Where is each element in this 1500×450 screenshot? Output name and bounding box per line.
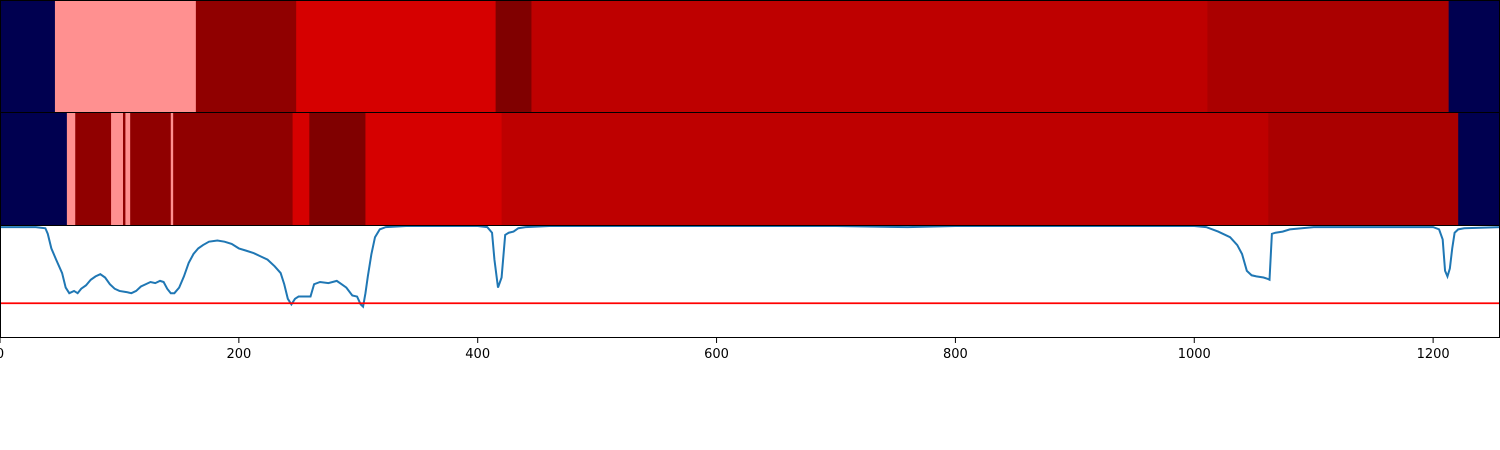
strip-2-segment-8 [173, 113, 294, 226]
x-tick-label-400: 400 [465, 347, 490, 362]
x-tick-label-800: 800 [943, 347, 968, 362]
strip-1-segment-6 [1207, 1, 1450, 113]
strip-1-segment-2 [195, 1, 297, 113]
x-tick-label-1200: 1200 [1417, 347, 1450, 362]
strip-2-segment-4 [123, 113, 126, 226]
x-tick-label-600: 600 [704, 347, 729, 362]
strip-1-segment-0 [0, 1, 56, 113]
strip-2-segment-10 [309, 113, 366, 226]
series-line [0, 225, 1500, 309]
strip-1-segment-7 [1448, 1, 1500, 113]
heat-strip-top [0, 1, 1500, 113]
strip-2-segment-6 [130, 113, 172, 226]
x-tick-label-200: 200 [226, 347, 251, 362]
line-plot-area [0, 225, 1500, 338]
strip-2-segment-13 [1268, 113, 1459, 226]
x-tick-label-0: 0 [0, 347, 4, 362]
line-plot-background [0, 226, 1500, 338]
strip-1-segment-4 [495, 1, 532, 113]
strip-1-segment-5 [531, 1, 1208, 113]
strip-2-segment-9 [292, 113, 310, 226]
x-tick-label-1000: 1000 [1178, 347, 1211, 362]
heat-strip-middle [0, 113, 1500, 226]
strip-2-segment-1 [66, 113, 76, 226]
strip-1-segment-1 [54, 1, 197, 113]
strip-2-segment-14 [1458, 113, 1500, 226]
strip-2-segment-3 [111, 113, 124, 226]
x-axis: 0 200 400 600 800 1000 1200 [0, 338, 1450, 362]
strip-2-segment-7 [170, 113, 174, 226]
strip-2-segment-0 [0, 113, 68, 226]
strip-2-segment-2 [75, 113, 112, 226]
strip-2-segment-11 [365, 113, 503, 226]
strip-2-segment-12 [501, 113, 1269, 226]
strip-1-segment-3 [296, 1, 497, 113]
strip-2-segment-5 [125, 113, 131, 226]
